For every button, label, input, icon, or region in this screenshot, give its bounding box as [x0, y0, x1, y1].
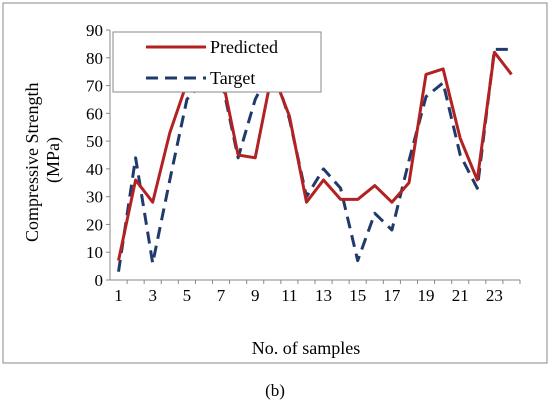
legend-box — [112, 31, 322, 93]
y-tick-label: 50 — [86, 132, 103, 151]
x-ticks: 1 3 5 7 9 11 13 15 17 19 21 23 — [114, 280, 521, 305]
x-tick-label: 3 — [148, 286, 157, 305]
y-tick-label: 20 — [86, 215, 103, 234]
y-tick-label: 70 — [86, 77, 103, 96]
x-tick-label: 1 — [114, 286, 123, 305]
y-ticks: 0 10 20 30 40 50 60 70 80 90 — [86, 21, 110, 290]
y-tick-label: 40 — [86, 160, 103, 179]
y-tick-label: 10 — [86, 243, 103, 262]
x-tick-label: 15 — [349, 286, 366, 305]
legend-label-predicted: Predicted — [210, 37, 278, 57]
y-axis-title-line-1: Compressive Strength — [22, 83, 42, 243]
figure-caption: (b) — [265, 381, 285, 400]
x-tick-label: 5 — [183, 286, 192, 305]
legend-label-target: Target — [210, 68, 255, 88]
y-tick-label: 60 — [86, 104, 103, 123]
chart-border — [2, 2, 548, 364]
x-tick-label: 19 — [418, 286, 435, 305]
y-tick-label: 0 — [95, 271, 104, 290]
y-axis-title: Compressive Strength (MPa) — [22, 78, 64, 242]
y-tick-label: 90 — [86, 21, 103, 40]
x-tick-label: 9 — [251, 286, 260, 305]
y-axis-title-line-2: (MPa) — [43, 137, 64, 183]
y-tick-label: 80 — [86, 49, 103, 68]
x-tick-label: 7 — [217, 286, 226, 305]
x-tick-label: 11 — [281, 286, 297, 305]
legend: Predicted Target — [112, 31, 322, 93]
x-tick-label: 21 — [452, 286, 469, 305]
y-tick-label: 30 — [86, 188, 103, 207]
x-tick-label: 17 — [383, 286, 401, 305]
x-tick-label: 23 — [486, 286, 503, 305]
x-axis-title: No. of samples — [252, 338, 360, 358]
series-line-target — [117, 47, 512, 272]
x-tick-label: 13 — [315, 286, 332, 305]
